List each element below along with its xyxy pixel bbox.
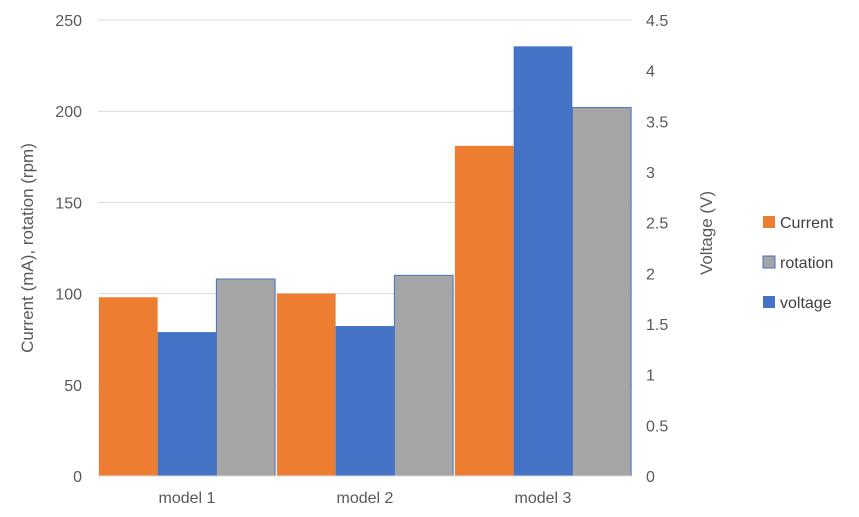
- category-axis-ticks: model 1 model 2 model 3: [159, 490, 572, 507]
- y2-tick-label: 1: [646, 368, 655, 385]
- y-tick-label: 50: [64, 378, 82, 395]
- bar-voltage-model-1: [157, 332, 217, 476]
- legend-swatch: [763, 216, 775, 228]
- y2-tick-label: 2.5: [646, 216, 668, 233]
- x-tick-label: model 1: [159, 490, 216, 507]
- bar-current-model-1: [98, 297, 158, 476]
- y-tick-label: 0: [73, 469, 82, 486]
- bar-rotation-model-1: [215, 278, 276, 477]
- bar-rotation-model-3: [571, 107, 632, 477]
- y2-tick-label: 3.5: [646, 114, 668, 131]
- legend-label: rotation: [780, 255, 833, 272]
- y-tick-label: 200: [55, 104, 82, 121]
- y-tick-label: 250: [55, 13, 82, 30]
- legend-item-current: Current: [763, 215, 834, 232]
- legend-swatch: [762, 255, 776, 269]
- bars-layer: [98, 46, 632, 477]
- y-tick-label: 150: [55, 195, 82, 212]
- legend-label: Current: [780, 215, 834, 232]
- legend-swatch: [763, 296, 775, 308]
- left-axis-ticks: 0 50 100 150 200 250: [55, 13, 82, 486]
- legend: Current rotation voltage: [762, 215, 834, 312]
- bar-current-model-3: [454, 145, 514, 476]
- legend-item-voltage: voltage: [763, 295, 832, 312]
- x-tick-label: model 2: [337, 490, 394, 507]
- right-axis-ticks: 0 0.5 1 1.5 2 2.5 3 3.5 4 4.5: [646, 13, 668, 486]
- x-tick-label: model 3: [515, 490, 572, 507]
- y2-tick-label: 2: [646, 266, 655, 283]
- bar-rotation-model-2: [393, 274, 454, 477]
- legend-label: voltage: [780, 295, 832, 312]
- y2-tick-label: 0.5: [646, 418, 668, 435]
- y2-tick-label: 4.5: [646, 13, 668, 30]
- bar-voltage-model-3: [513, 46, 573, 476]
- y2-tick-label: 0: [646, 469, 655, 486]
- legend-item-rotation: rotation: [762, 255, 833, 272]
- y2-tick-label: 4: [646, 64, 655, 81]
- bar-voltage-model-2: [335, 326, 395, 476]
- y-tick-label: 100: [55, 287, 82, 304]
- bar-current-model-2: [276, 293, 336, 476]
- y2-tick-label: 3: [646, 165, 655, 182]
- left-axis-title: Current (mA), rotation (rpm): [18, 143, 37, 353]
- y2-tick-label: 1.5: [646, 317, 668, 334]
- right-axis-title: Voltage (V): [697, 191, 716, 275]
